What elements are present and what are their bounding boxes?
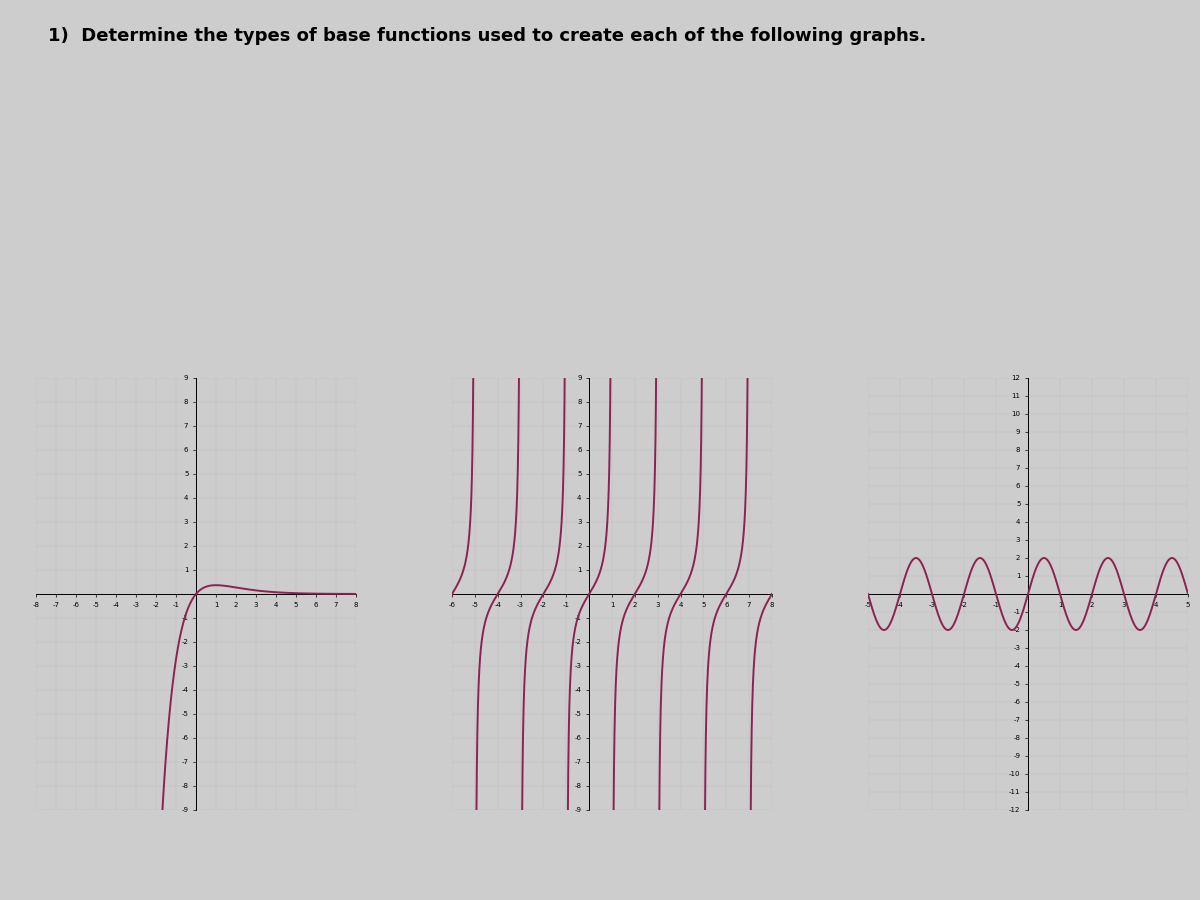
Text: 1)  Determine the types of base functions used to create each of the following g: 1) Determine the types of base functions… [48, 27, 926, 45]
